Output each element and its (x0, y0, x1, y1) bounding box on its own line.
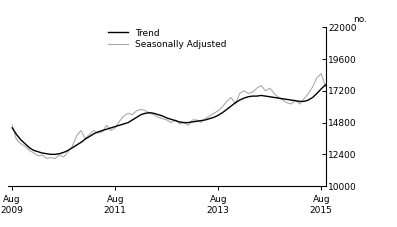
Trend (66, 149, 70, 152)
Trend (392, 60, 397, 63)
Seasonally Adjusted (44, 157, 49, 160)
Trend (340, 72, 345, 75)
Seasonally Adjusted (10, 124, 15, 127)
Line: Trend: Trend (12, 62, 394, 154)
Text: no.: no. (353, 15, 367, 24)
Seasonally Adjusted (332, 67, 337, 70)
Trend (379, 62, 384, 65)
Trend (10, 126, 15, 129)
Seasonally Adjusted (66, 150, 70, 153)
Seasonally Adjusted (130, 113, 135, 116)
Seasonally Adjusted (280, 99, 285, 101)
Seasonally Adjusted (392, 60, 397, 63)
Seasonally Adjusted (383, 62, 388, 64)
Seasonally Adjusted (375, 58, 380, 60)
Trend (332, 77, 337, 80)
Trend (48, 153, 53, 156)
Trend (280, 97, 285, 100)
Seasonally Adjusted (340, 74, 345, 76)
Line: Seasonally Adjusted: Seasonally Adjusted (12, 59, 394, 158)
Legend: Trend, Seasonally Adjusted: Trend, Seasonally Adjusted (108, 29, 226, 49)
Trend (130, 118, 135, 121)
